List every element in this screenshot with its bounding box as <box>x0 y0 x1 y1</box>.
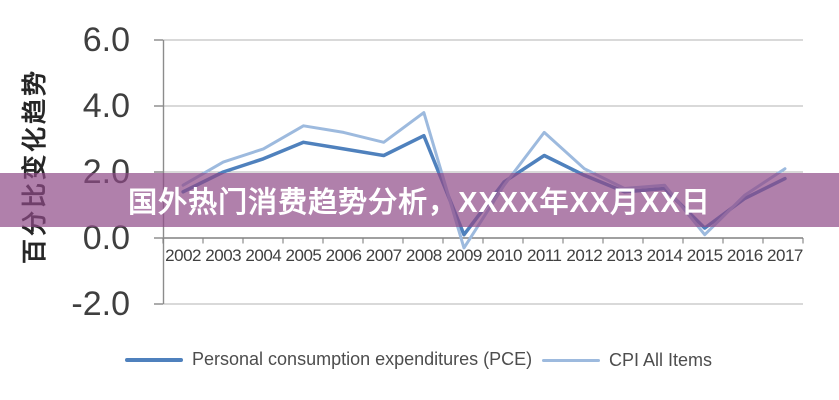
x-axis-tick-label: 2014 <box>646 246 683 265</box>
x-axis-tick-label: 2004 <box>245 246 282 265</box>
x-axis-tick-label: 2013 <box>606 246 643 265</box>
y-axis-tick-label: 6.0 <box>82 21 130 59</box>
x-axis-tick-label: 2012 <box>566 246 603 265</box>
x-axis-tick-label: 2008 <box>405 246 442 265</box>
x-axis-tick-label: 2006 <box>325 246 362 265</box>
x-axis-tick-label: 2007 <box>365 246 402 265</box>
x-axis-tick-label: 2009 <box>446 246 482 265</box>
x-axis-tick-label: 2005 <box>285 246 322 265</box>
y-axis-tick-label: 4.0 <box>82 87 130 125</box>
y-axis-tick-label: -2.0 <box>71 285 130 323</box>
x-axis-tick-label: 2010 <box>486 246 522 265</box>
x-axis-tick-label: 2011 <box>526 246 562 265</box>
x-axis-tick-label: 2002 <box>165 246 201 265</box>
x-axis-tick-label: 2015 <box>686 246 723 265</box>
x-axis-tick-label: 2017 <box>767 246 803 265</box>
x-axis-tick-label: 2016 <box>726 246 763 265</box>
title-banner: 国外热门消费趋势分析，XXXX年XX月XX日 <box>0 173 839 227</box>
x-axis-tick-label: 2003 <box>205 246 242 265</box>
banner-title: 国外热门消费趋势分析，XXXX年XX月XX日 <box>128 187 711 219</box>
